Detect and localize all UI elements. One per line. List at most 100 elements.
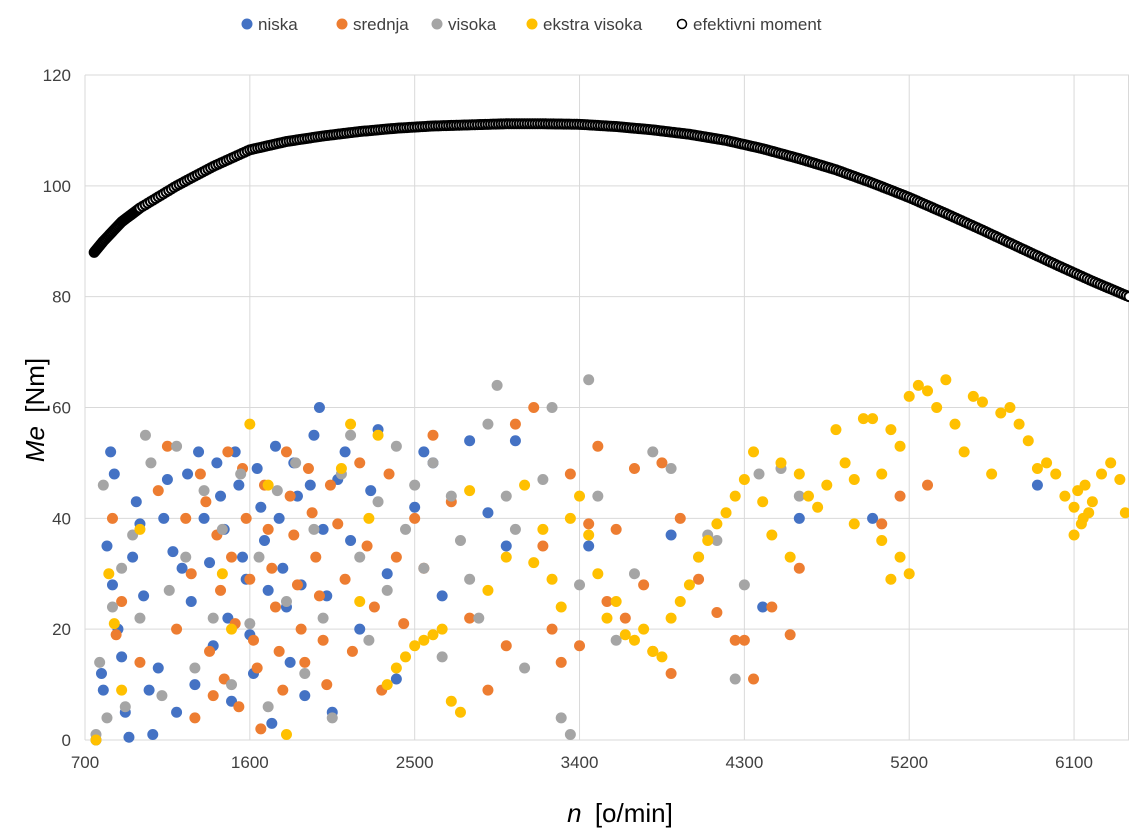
data-point [619,612,631,624]
data-point [383,468,395,480]
data-point [830,424,842,436]
legend-label: ekstra visoka [543,15,643,34]
data-point [345,429,357,441]
data-point [345,535,357,546]
data-point [119,701,131,713]
data-point [1083,507,1095,519]
data-point [757,496,769,508]
data-point [189,712,201,724]
data-point [158,512,170,524]
data-point [346,645,358,657]
data-point [361,540,373,552]
data-point [848,474,860,486]
x-tick-label: 2500 [396,753,434,772]
data-point [683,579,695,591]
legend-item: srednja [336,15,409,34]
data-point [313,402,325,413]
data-point [1031,479,1043,491]
data-point [876,518,888,530]
y-axis-unit: [Nm] [20,358,50,413]
data-point [215,584,227,596]
data-point [436,623,448,635]
data-point [97,479,109,491]
data-point [108,618,120,630]
legend-marker [336,18,348,30]
data-point [273,645,285,657]
data-point [812,501,824,513]
data-point [647,446,659,458]
data-point [757,601,769,613]
data-point [269,601,281,613]
data-point [226,679,238,691]
data-point [185,595,197,607]
data-point [729,634,741,646]
data-point [284,490,296,502]
data-point [409,640,421,652]
data-point [326,712,338,724]
data-point [182,468,194,480]
data-point [784,629,796,641]
data-point [509,435,521,447]
data-point [720,507,732,519]
data-point [738,634,750,646]
data-point [445,490,457,502]
data-point [226,623,238,635]
data-point [381,584,393,596]
data-point [1075,518,1087,530]
data-point [409,512,421,524]
data-point [766,529,778,541]
data-point [304,479,316,491]
data-point [885,424,897,436]
data-point [381,679,393,691]
data-point [299,690,311,702]
data-point [152,485,164,497]
data-point [958,446,970,458]
data-point [619,629,631,641]
data-point [748,446,760,458]
data-point [976,396,988,408]
data-point [610,523,622,535]
data-point [339,573,351,585]
data-point [308,429,320,441]
data-point [198,512,210,524]
data-point [110,629,122,641]
data-point [876,468,888,480]
data-point [702,535,714,546]
data-point [123,731,135,743]
data-point [454,706,466,718]
data-point [555,656,567,668]
data-point [233,701,245,713]
data-point [354,551,366,563]
data-point [284,656,296,668]
y-axis-ticks: 0 20 40 60 80 100 120 [43,66,71,750]
data-point [363,634,375,646]
data-point [134,523,146,535]
legend: niska srednja visoka ekstra visoka efektivni… [241,15,822,34]
data-point [116,562,128,574]
data-point [738,579,750,591]
data-point [711,518,723,530]
data-point [427,429,439,441]
data-point [204,645,216,657]
data-point [848,518,860,530]
data-point [500,490,512,502]
data-point [116,595,128,607]
data-point [784,551,796,563]
data-point [143,684,155,696]
data-point [1068,501,1080,513]
data-point [299,668,311,679]
data-point [583,374,595,386]
data-point [418,446,430,458]
data-point [903,390,915,402]
data-point [106,579,118,591]
data-point [418,634,430,646]
data-point [647,645,659,657]
data-point [867,512,879,524]
data-point [161,474,173,486]
data-point [427,457,439,469]
data-point [546,402,558,413]
data-point [171,623,183,635]
data-point [198,485,210,497]
data-point [134,656,146,668]
data-point [255,723,267,735]
